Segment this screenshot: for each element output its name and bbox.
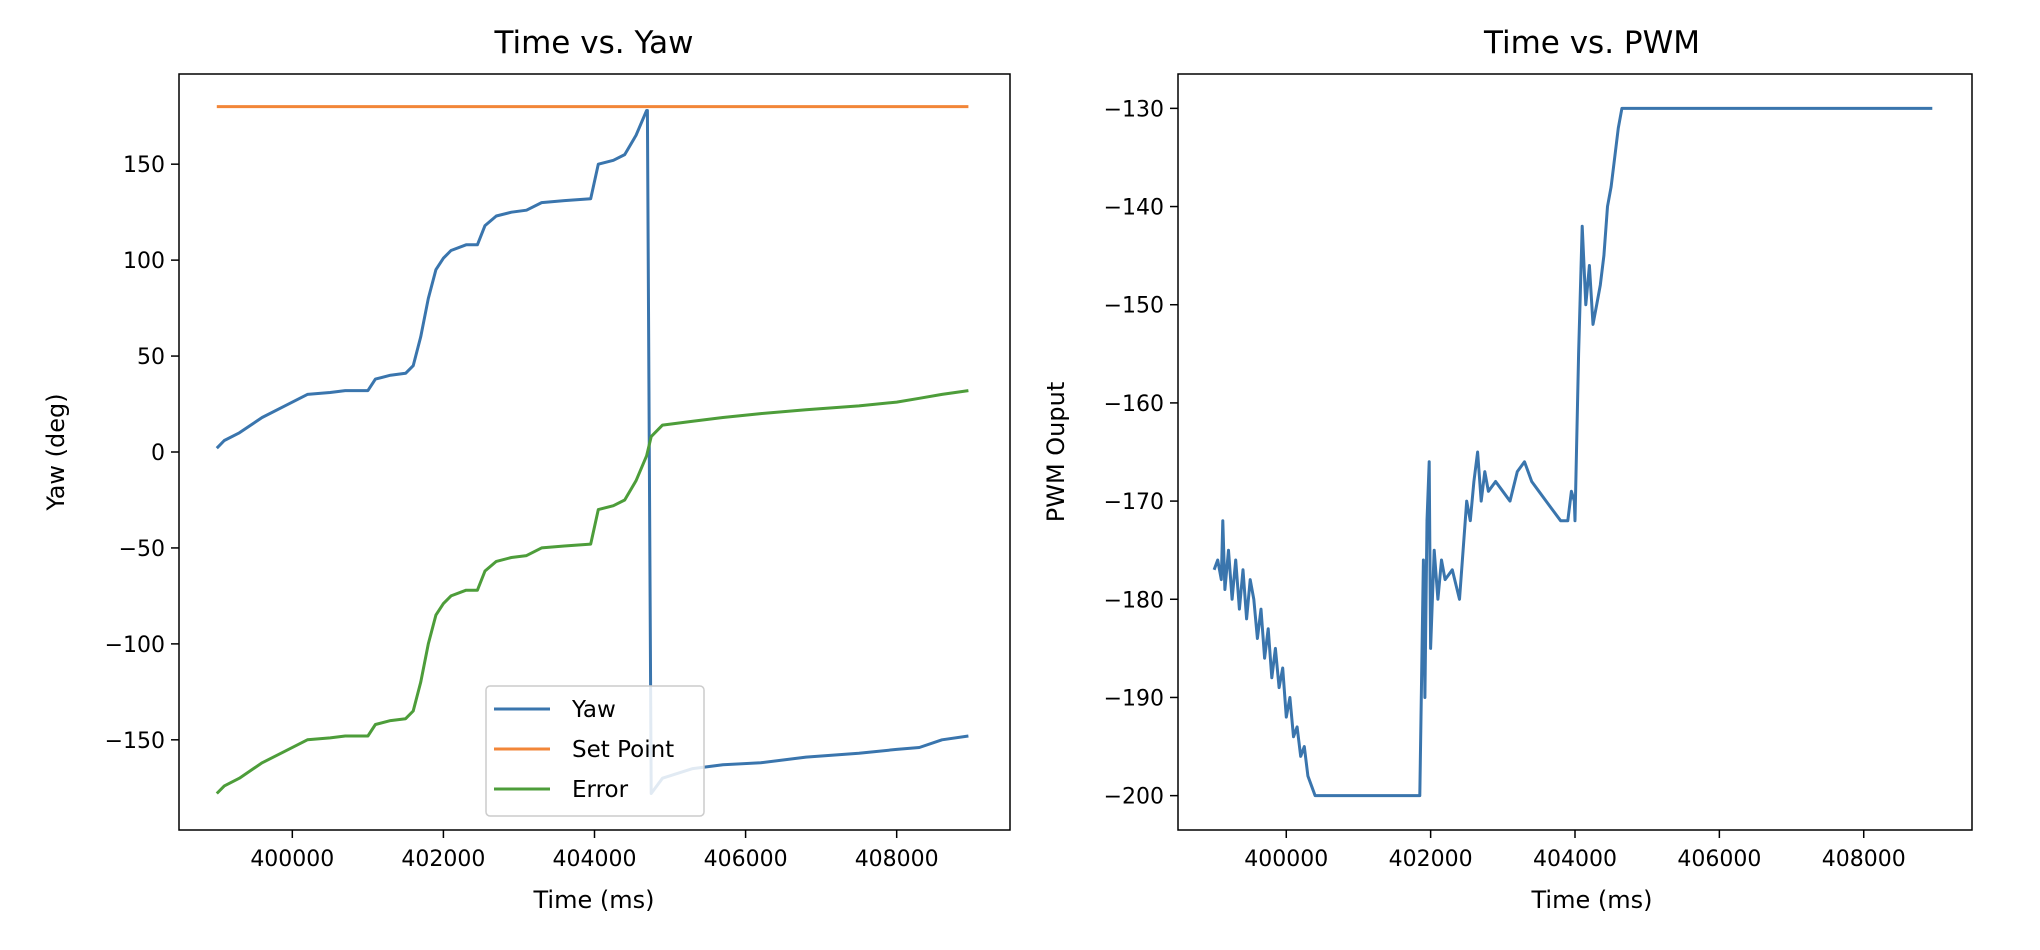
x-tick-label: 408000: [1822, 847, 1906, 872]
y-tick-label: 50: [137, 345, 165, 370]
chart-yaw-x-ticks: 400000 402000 404000 406000 408000: [250, 830, 939, 872]
chart-yaw: Time vs. Yaw 400000 402000 404000 406000 408…: [42, 25, 1011, 914]
chart-yaw-title: Time vs. Yaw: [494, 25, 694, 61]
chart-pwm-lines: [1212, 106, 1933, 798]
y-tick-label: 0: [151, 441, 165, 466]
chart-pwm-y-ticks: −130 −140 −150 −160 −170 −180 −190 −200: [1104, 97, 1178, 810]
chart-pwm: Time vs. PWM 400000 402000 404000 406000 408…: [1042, 25, 1973, 914]
y-tick-label: −190: [1104, 686, 1164, 711]
chart-yaw-legend: Yaw Set Point Error: [485, 685, 705, 817]
legend-label-yaw: Yaw: [571, 697, 616, 723]
series-line-error: [215, 389, 969, 795]
y-tick-label: −150: [1104, 294, 1164, 319]
x-tick-label: 406000: [704, 847, 788, 872]
x-tick-label: 402000: [401, 847, 485, 872]
chart-yaw-lines: [215, 105, 969, 795]
chart-pwm-y-label: PWM Ouput: [1042, 382, 1070, 523]
chart-pwm-x-ticks: 400000 402000 404000 406000 408000: [1244, 830, 1906, 872]
y-tick-label: −140: [1104, 196, 1164, 221]
y-tick-label: −200: [1104, 785, 1164, 810]
x-tick-label: 404000: [1533, 847, 1617, 872]
y-tick-label: −100: [105, 633, 165, 658]
y-tick-label: −150: [105, 729, 165, 754]
x-tick-label: 406000: [1677, 847, 1761, 872]
y-tick-label: 100: [123, 249, 165, 274]
x-tick-label: 400000: [1244, 847, 1328, 872]
y-tick-label: 150: [123, 153, 165, 178]
legend-label-set-point: Set Point: [572, 737, 674, 763]
x-tick-label: 408000: [855, 847, 939, 872]
y-tick-label: −170: [1104, 490, 1164, 515]
series-line-yaw: [215, 109, 969, 795]
x-tick-label: 404000: [553, 847, 637, 872]
y-tick-label: −50: [119, 537, 165, 562]
chart-pwm-title: Time vs. PWM: [1483, 25, 1700, 61]
x-tick-label: 402000: [1389, 847, 1473, 872]
y-tick-label: −180: [1104, 588, 1164, 613]
legend-label-error: Error: [572, 777, 629, 803]
chart-yaw-y-label: Yaw (deg): [42, 393, 70, 511]
legend-box: [485, 685, 705, 817]
y-tick-label: −130: [1104, 97, 1164, 122]
chart-pwm-x-label: Time (ms): [1531, 886, 1653, 914]
y-tick-label: −160: [1104, 392, 1164, 417]
series-line-pwm: [1212, 106, 1933, 798]
chart-yaw-x-label: Time (ms): [533, 886, 655, 914]
chart-yaw-y-ticks: 150 100 50 0 −50 −100 −150: [105, 153, 179, 754]
x-tick-label: 400000: [250, 847, 334, 872]
